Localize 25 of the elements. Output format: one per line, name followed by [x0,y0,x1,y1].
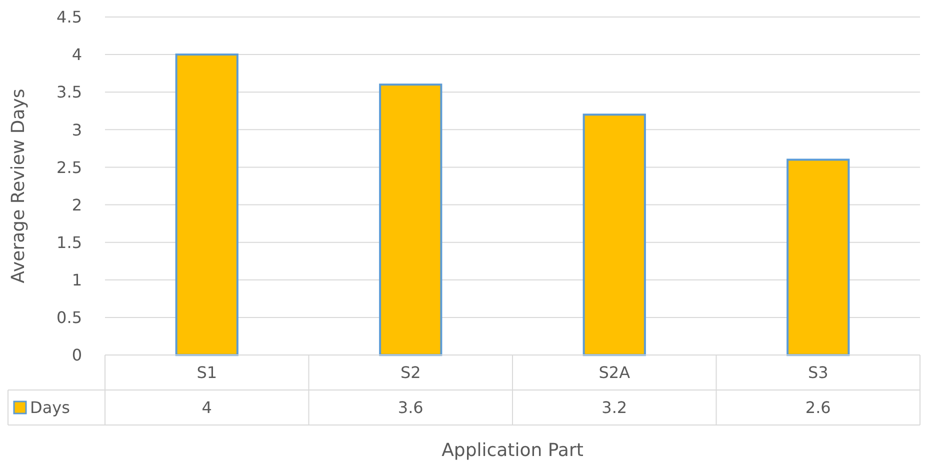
bar [379,84,442,356]
x-tick-label: S3 [808,363,828,382]
data-label: 3.2 [602,398,628,418]
y-tick-label: 4 [72,45,82,64]
y-tick-label: 0.5 [56,308,82,328]
y-axis-title: Average Review Days [8,88,29,284]
bar [582,114,646,356]
data-label: 4 [202,398,212,418]
legend-label: Days [30,398,70,418]
y-tick-label: 0 [72,346,82,365]
y-tick-label: 3.5 [56,82,82,102]
y-tick-label: 1.5 [56,232,82,252]
y-tick-label: 4.5 [56,8,82,27]
y-tick-label: 2 [72,195,82,214]
x-tick-label: S2A [598,363,630,382]
bar [786,158,850,356]
data-label: 2.6 [805,398,831,418]
bar [175,54,238,356]
x-tick-label: S2 [400,363,421,382]
data-label: 3.6 [398,398,424,418]
y-tick-label: 3 [72,120,82,140]
x-tick-label: S1 [196,363,218,382]
y-tick-label: 2.5 [56,158,82,177]
y-tick-label: 1 [72,270,82,290]
x-axis-title: Application Part [442,440,584,461]
